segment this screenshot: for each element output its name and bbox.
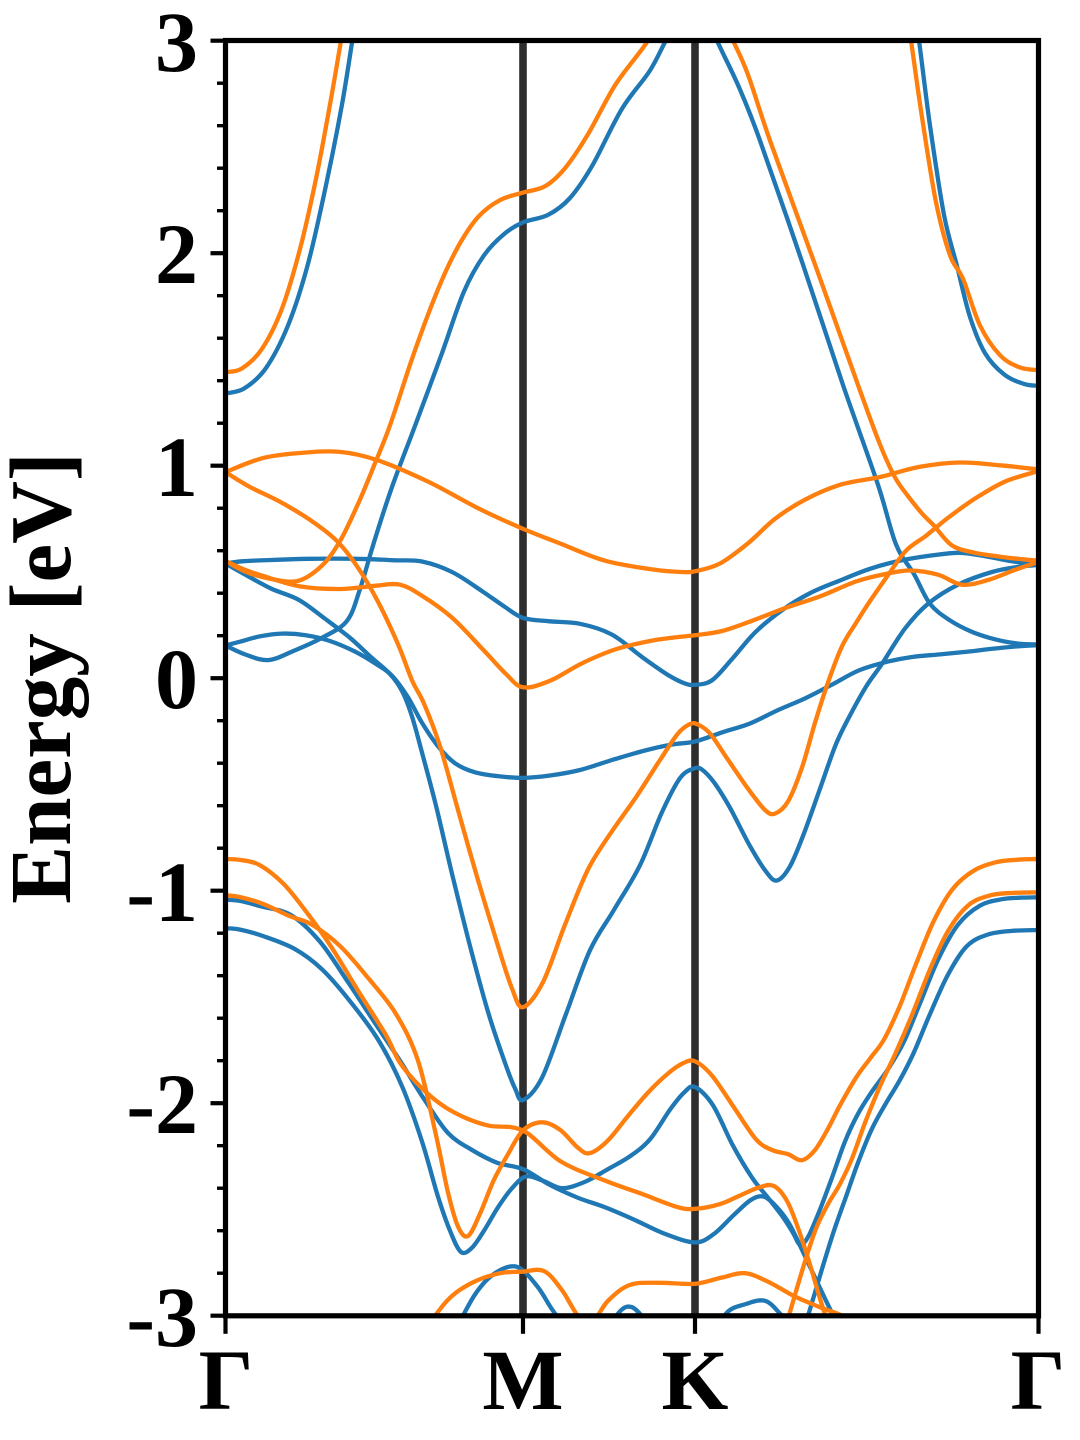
svg-text:-1: -1 — [126, 844, 198, 940]
svg-text:-3: -3 — [126, 1269, 198, 1365]
svg-text:0: 0 — [155, 631, 198, 727]
svg-text:Energy [eV]: Energy [eV] — [0, 452, 89, 904]
svg-text:1: 1 — [155, 419, 198, 515]
svg-text:Γ: Γ — [199, 1332, 254, 1428]
svg-text:M: M — [482, 1332, 563, 1428]
svg-text:K: K — [662, 1332, 729, 1428]
svg-text:2: 2 — [155, 206, 198, 302]
svg-text:3: 3 — [155, 0, 198, 90]
svg-text:Γ: Γ — [1011, 1332, 1066, 1428]
svg-text:-2: -2 — [126, 1056, 198, 1152]
